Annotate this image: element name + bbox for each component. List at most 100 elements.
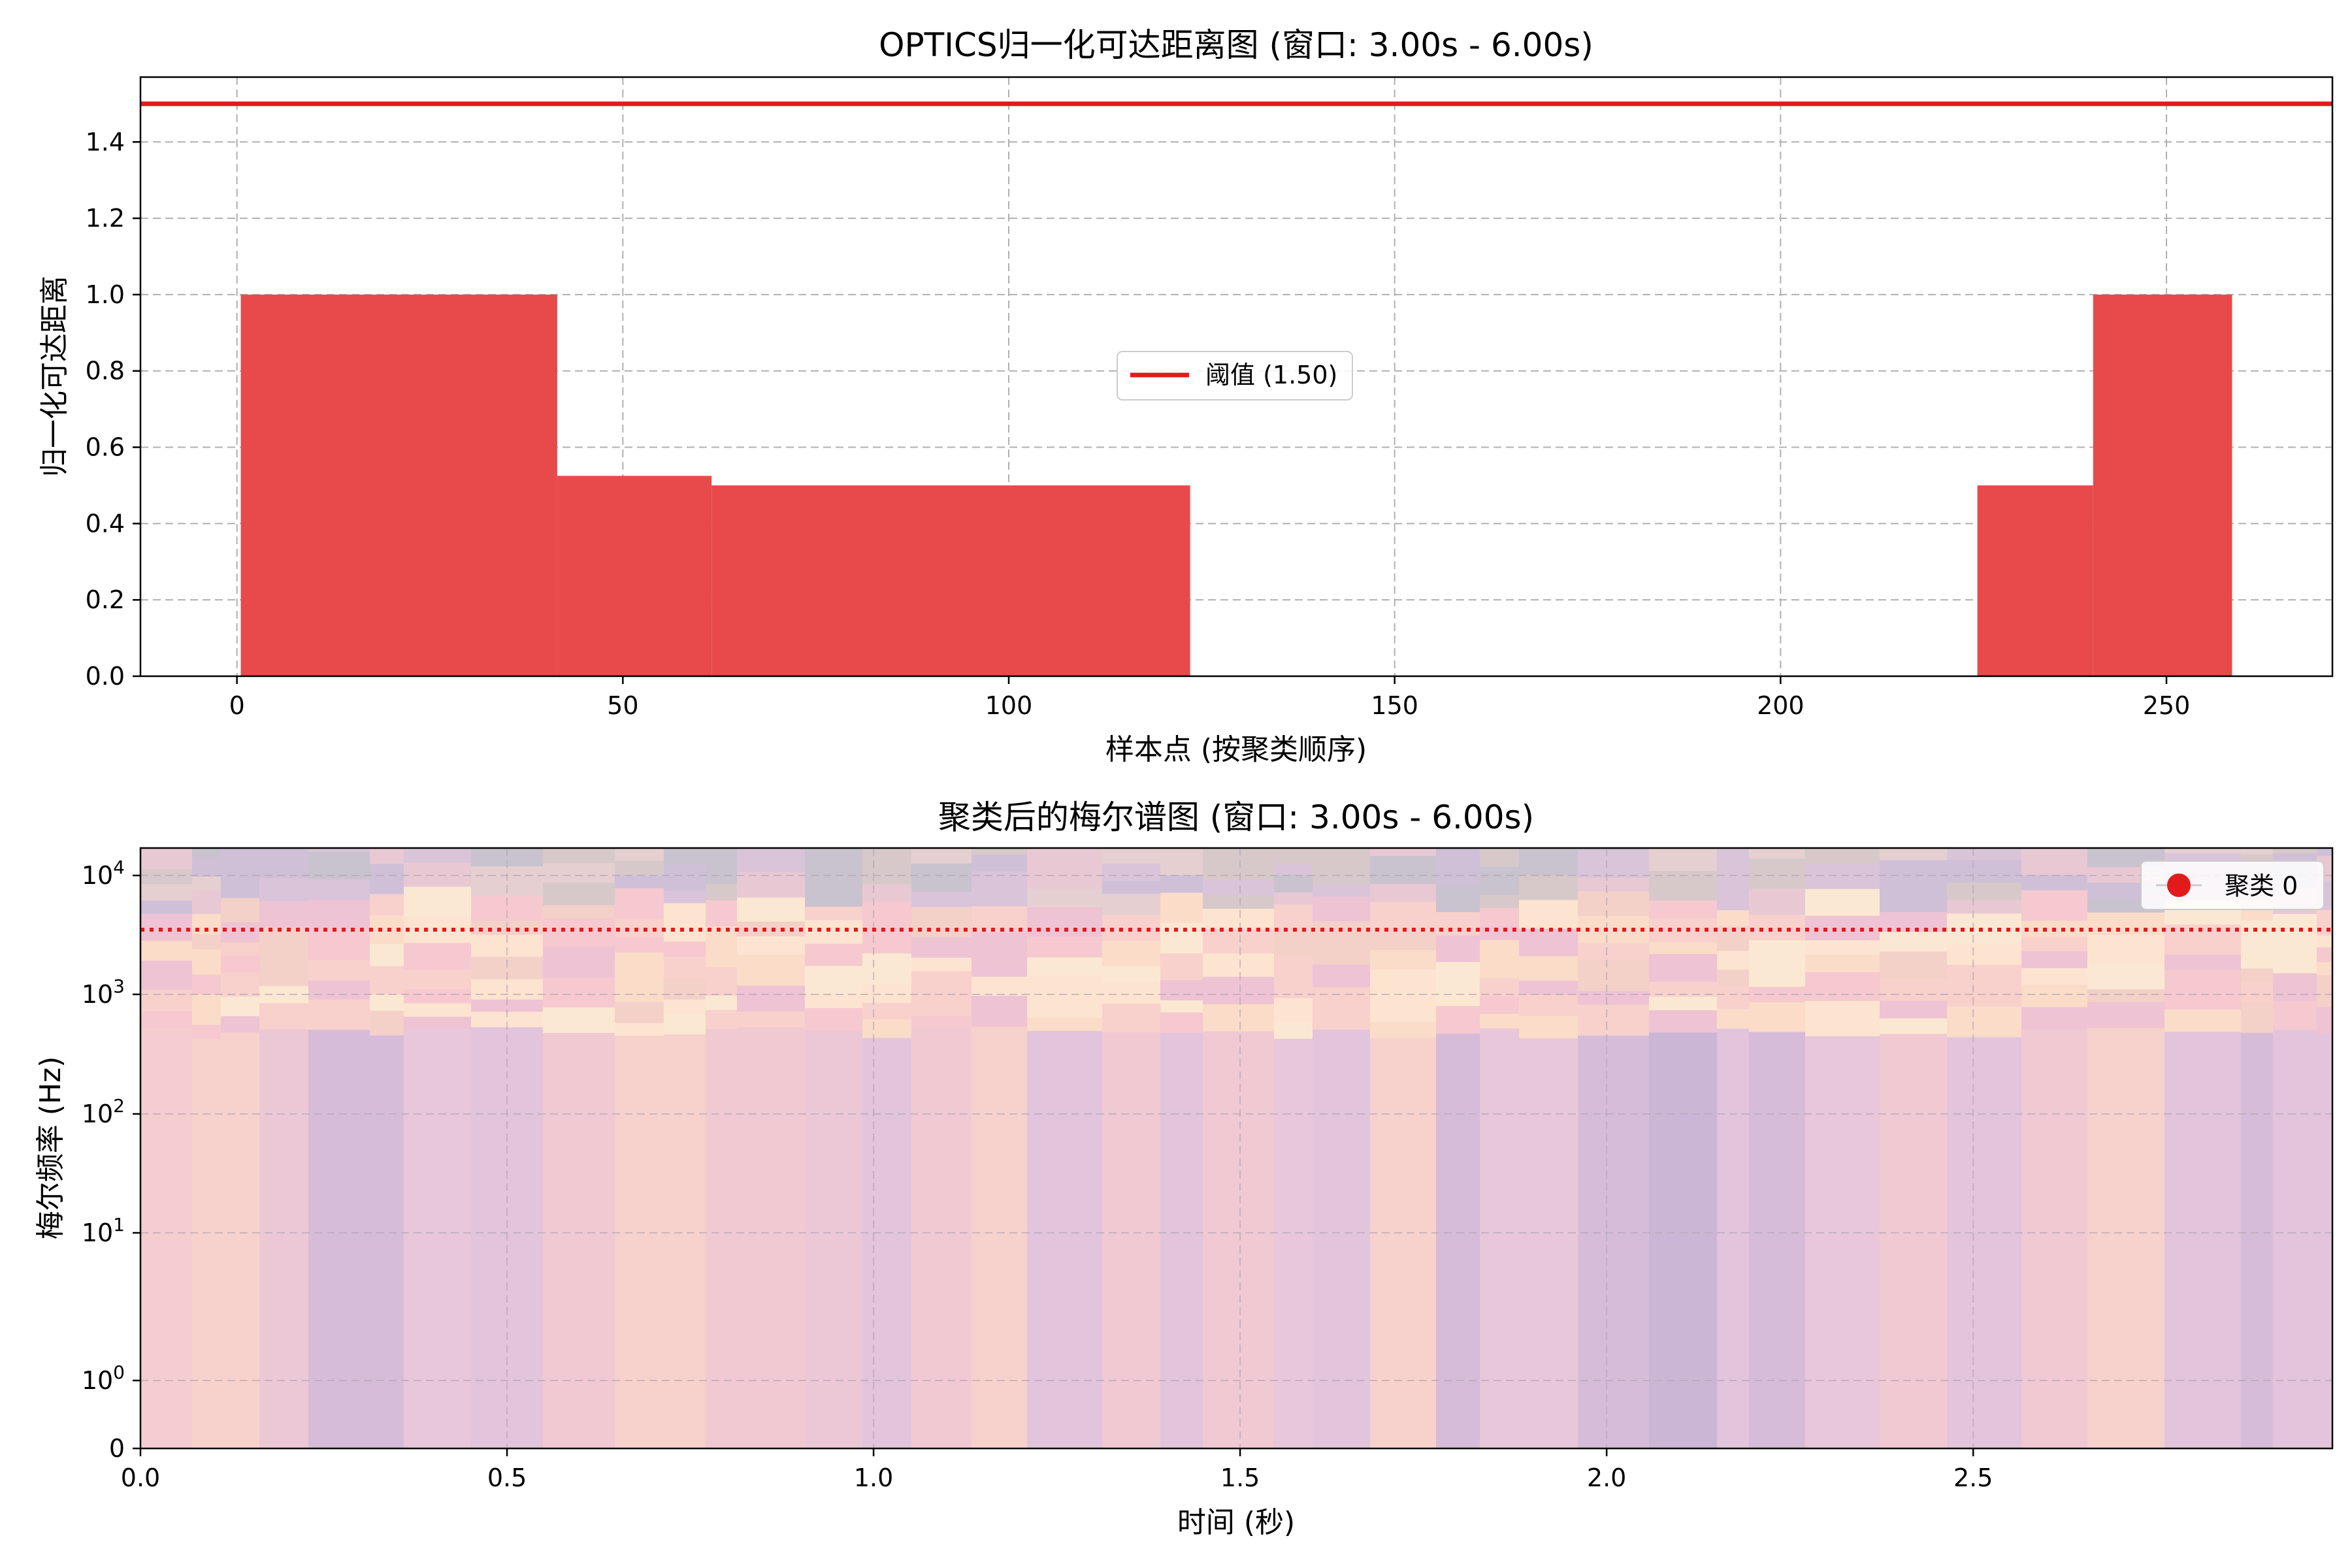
spectrogram-cell <box>1027 1030 1103 1448</box>
spectrogram-cell <box>1880 1000 1948 1019</box>
spectrogram-cell <box>1203 878 1275 896</box>
spectrogram-cell <box>1749 939 1806 967</box>
spectrogram-cell <box>737 985 806 1012</box>
spectrogram-cell <box>1717 851 1750 879</box>
spectrogram-cell <box>664 941 706 957</box>
spectrogram-cell <box>140 940 193 961</box>
spectrogram-cell <box>221 941 260 956</box>
spectrogram-cell <box>2021 874 2088 890</box>
spectrogram-cell <box>1480 996 1520 1014</box>
spectrogram-image <box>140 848 2332 1448</box>
spectrogram-cell <box>862 901 912 917</box>
spectrogram-cell <box>1027 848 1103 868</box>
spectrogram-cell <box>1880 977 1948 1002</box>
spectrogram-cell <box>221 879 260 898</box>
spectrogram-cell <box>192 934 221 950</box>
spectrogram-cell <box>1519 994 1578 1017</box>
spectrogram-cell <box>1160 922 1203 954</box>
spectrogram-cell <box>1027 1017 1103 1032</box>
x-tick-label: 0 <box>229 691 245 720</box>
spectrogram-cell <box>1102 862 1161 881</box>
spectrogram-cell <box>1436 848 1480 851</box>
spectrogram-cell <box>2241 939 2274 969</box>
spectrogram-cell <box>1649 941 1718 955</box>
spectrogram-cell <box>706 848 738 855</box>
spectrogram-cell <box>1370 901 1437 932</box>
spectrogram-cell <box>1749 914 1806 941</box>
spectrogram-cell <box>543 977 615 1007</box>
spectrogram-cell <box>404 1028 472 1448</box>
spectrogram-cell <box>1578 877 1650 892</box>
spectrogram-cell <box>737 1011 806 1028</box>
spectrogram-cell <box>1749 1001 1806 1032</box>
spectrogram-cell <box>1313 1029 1371 1448</box>
spectrogram-cell <box>1519 899 1578 929</box>
spectrogram-cell <box>370 876 404 894</box>
x-axis-ticks: 0 50 100 150 200 250 <box>229 676 2190 720</box>
spectrogram-cell <box>140 960 193 990</box>
spectrogram-cell <box>2317 990 2332 1007</box>
spectrogram-cell <box>1749 858 1806 889</box>
spectrogram-cell <box>805 848 863 861</box>
spectrogram-cell <box>1805 1036 1880 1448</box>
spectrogram-cell <box>2164 954 2242 970</box>
spectrogram-cell <box>259 848 309 861</box>
spectrogram-cell <box>1274 1037 1313 1448</box>
spectrogram-cell <box>1717 848 1750 852</box>
spectrogram-cell <box>1947 1036 2022 1448</box>
spectrogram-cell <box>192 890 221 914</box>
spectrogram-cell <box>2087 934 2165 964</box>
spectrogram-cell <box>259 877 309 902</box>
spectrogram-cell <box>192 973 221 995</box>
spectrogram-cell <box>1947 964 2022 992</box>
x-tick-label: 50 <box>607 691 638 720</box>
y-tick-label: 104 <box>82 857 125 890</box>
spectrogram-cell <box>543 945 615 978</box>
spectrogram-cell <box>615 848 664 860</box>
spectrogram-cell <box>1519 980 1578 995</box>
spectrogram-cell <box>192 1038 221 1448</box>
spectrogram-cell <box>2317 1006 2332 1034</box>
spectrogram-cell <box>1436 1005 1480 1034</box>
spectrogram-cell <box>192 857 221 877</box>
spectrogram-cell <box>2021 889 2088 921</box>
spectrogram-cell <box>805 887 863 907</box>
chart-title: OPTICS归一化可达距离图 (窗口: 3.00s - 6.00s) <box>879 26 1593 64</box>
spectrogram-cell <box>1370 855 1437 884</box>
spectrogram-cell <box>192 994 221 1025</box>
spectrogram-cell <box>706 854 738 885</box>
spectrogram-cell <box>1102 1032 1161 1448</box>
spectrogram-cell <box>1274 1021 1313 1039</box>
spectrogram-cell <box>664 979 706 1000</box>
spectrogram-cell <box>1805 888 1880 916</box>
spectrogram-cell <box>221 897 260 923</box>
legend-label-cluster-0: 聚类 0 <box>2225 872 2298 900</box>
x-axis-ticks: 0.0 0.5 1.0 1.5 2.0 2.5 <box>121 1448 1993 1492</box>
spectrogram-cell <box>1480 1013 1520 1029</box>
spectrogram-cell <box>2021 936 2088 952</box>
spectrogram-cell <box>1749 966 1806 987</box>
spectrogram-cell <box>706 944 738 968</box>
spectrogram-cell <box>1717 950 1750 970</box>
spectrogram-cell <box>2021 848 2088 849</box>
bar-segment-1 <box>557 476 712 676</box>
spectrogram-cell <box>221 921 260 943</box>
spectrogram-cell <box>2273 942 2317 973</box>
spectrogram-cell <box>1274 969 1313 998</box>
spectrogram-cell <box>911 970 972 996</box>
spectrogram-cell <box>2241 981 2274 1003</box>
spectrogram-cell <box>1480 925 1520 940</box>
spectrogram-cell <box>972 1026 1028 1448</box>
spectrogram-cell <box>1274 997 1313 1022</box>
spectrogram-cell <box>2021 967 2088 985</box>
spectrogram-cell <box>1370 883 1437 902</box>
spectrogram-cell <box>1027 888 1103 907</box>
spectrogram-cell <box>192 848 221 858</box>
spectrogram-cell <box>1102 913 1161 941</box>
spectrogram-cell <box>2317 961 2332 975</box>
spectrogram-cell <box>972 848 1028 855</box>
spectrogram-cell <box>862 983 912 1004</box>
spectrogram-cell <box>1160 979 1203 1001</box>
x-axis-label: 样本点 (按聚类顺序) <box>1105 733 1367 766</box>
spectrogram-cell <box>308 851 370 879</box>
